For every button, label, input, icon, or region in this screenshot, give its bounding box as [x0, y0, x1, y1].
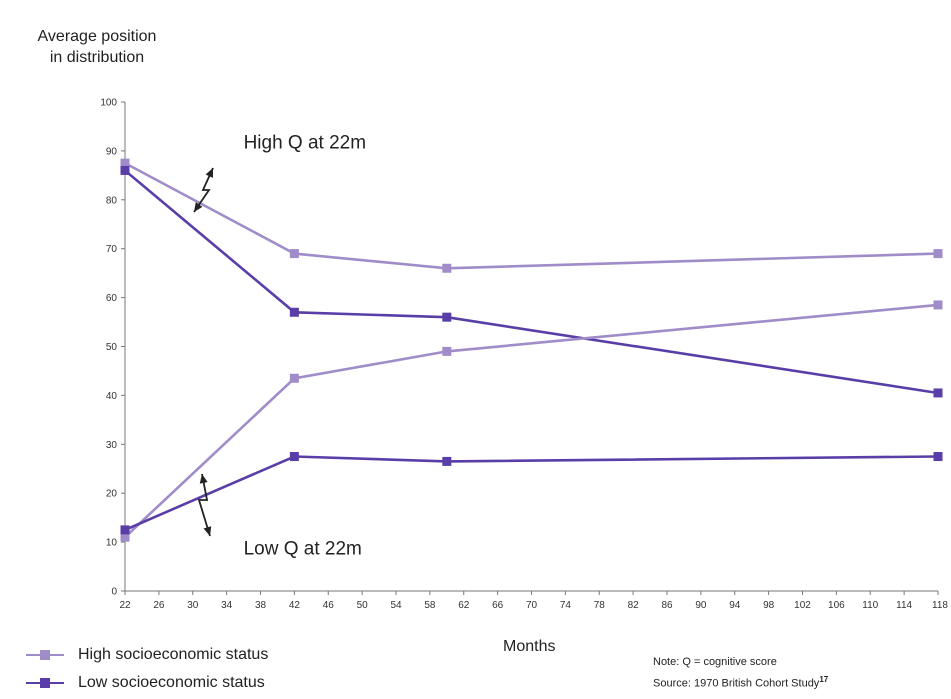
data-point	[933, 388, 943, 398]
legend-label-low-ses: Low socioeconomic status	[78, 674, 265, 691]
y-tick-label: 0	[111, 587, 117, 598]
data-point	[120, 525, 130, 535]
legend-swatch-high-ses	[26, 650, 64, 660]
series-line-0	[124, 161, 939, 270]
chart-series	[120, 158, 943, 542]
x-tick-label: 74	[560, 600, 572, 611]
x-tick-label: 30	[187, 600, 199, 611]
arrow-low-q-shaft	[197, 473, 211, 537]
data-point	[289, 373, 299, 383]
legend: High socioeconomic status Low socioecono…	[26, 641, 268, 697]
x-tick-label: 54	[390, 600, 402, 611]
x-tick-label: 102	[794, 600, 811, 611]
legend-item-low-ses: Low socioeconomic status	[26, 669, 268, 697]
x-tick-label: 38	[255, 600, 267, 611]
x-tick-label: 110	[862, 600, 878, 611]
x-tick-label: 118	[932, 600, 948, 611]
x-tick-label: 62	[458, 600, 470, 611]
data-point	[933, 249, 943, 259]
x-tick-label: 46	[323, 600, 335, 611]
y-axis-label: Average position in distribution	[22, 26, 172, 68]
x-tick-label: 42	[289, 600, 301, 611]
y-tick-label: 70	[106, 244, 118, 255]
legend-label-high-ses: High socioeconomic status	[78, 646, 269, 663]
chart-axes	[124, 102, 938, 592]
y-tick-label: 40	[106, 391, 118, 402]
data-point	[289, 452, 299, 462]
data-point	[120, 165, 130, 175]
data-point	[289, 249, 299, 259]
chart-ticks: 0 10 20 30 40 50 60 70 80 90 100 22 26 30 34 38 42 46 50 54…	[100, 98, 948, 612]
series-line-2	[124, 303, 939, 539]
x-tick-label: 34	[221, 600, 233, 611]
y-tick-label: 90	[106, 146, 118, 157]
y-tick-label: 20	[106, 489, 118, 500]
data-point	[442, 312, 452, 322]
arrow-high-q-head	[194, 202, 203, 212]
chart-note: Note: Q = cognitive score Source: 1970 B…	[653, 653, 828, 693]
arrow-high-q	[193, 167, 214, 213]
x-tick-label: 66	[492, 600, 504, 611]
y-tick-label: 30	[106, 440, 118, 451]
x-tick-label: 98	[763, 600, 775, 611]
arrow-low-q-head	[199, 474, 208, 484]
data-point	[442, 456, 452, 466]
data-point	[120, 532, 130, 542]
note-source-ref: 17	[819, 675, 829, 684]
annotation-0: High Q at 22m	[244, 132, 367, 153]
y-axis-label-line-1: Average position	[37, 28, 157, 45]
y-tick-label: 10	[106, 538, 118, 549]
data-point	[933, 300, 943, 310]
x-tick-label: 26	[153, 600, 165, 611]
x-tick-label: 90	[695, 600, 707, 611]
x-tick-label: 114	[896, 600, 912, 611]
legend-item-high-ses: High socioeconomic status	[26, 641, 268, 669]
series-line-3	[124, 455, 939, 532]
data-point	[933, 452, 943, 462]
data-point	[442, 263, 452, 273]
x-axis-label: Months	[503, 638, 556, 655]
x-tick-label: 94	[729, 600, 741, 611]
note-source-text: Source: 1970 British Cohort Study	[653, 677, 820, 690]
data-point	[289, 307, 299, 317]
y-axis-label-line-2: in distribution	[49, 49, 145, 66]
x-tick-label: 58	[424, 600, 436, 611]
y-tick-label: 60	[106, 293, 118, 304]
y-tick-label: 80	[106, 195, 118, 206]
arrow-low-q-head	[203, 526, 212, 536]
annotation-1: Low Q at 22m	[244, 538, 362, 559]
x-tick-label: 70	[526, 600, 538, 611]
y-tick-label: 50	[106, 342, 118, 353]
arrow-high-q-head	[205, 168, 213, 178]
x-tick-label: 22	[119, 600, 131, 611]
arrow-low-q	[197, 473, 212, 537]
x-tick-label: 82	[628, 600, 640, 611]
note-cognitive-score: Note: Q = cognitive score	[653, 656, 777, 668]
arrow-high-q-shaft	[193, 167, 214, 213]
data-point	[120, 158, 130, 168]
legend-swatch-low-ses	[26, 678, 64, 688]
series-line-1	[124, 169, 939, 395]
x-tick-label: 78	[594, 600, 606, 611]
x-tick-label: 106	[828, 600, 845, 611]
x-tick-label: 86	[661, 600, 673, 611]
x-tick-label: 50	[357, 600, 369, 611]
note-source: Source: 1970 British Cohort Study17	[653, 671, 828, 693]
y-tick-label: 100	[100, 98, 117, 109]
data-point	[442, 346, 452, 356]
chart-annotations: High Q at 22m Low Q at 22m	[193, 132, 367, 559]
